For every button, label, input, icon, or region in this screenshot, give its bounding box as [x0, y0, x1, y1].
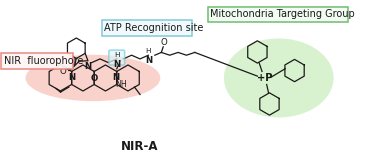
Text: N: N	[113, 60, 120, 69]
FancyBboxPatch shape	[109, 50, 125, 65]
Text: N: N	[145, 56, 152, 65]
Text: NIR  fluorophore: NIR fluorophore	[4, 56, 83, 66]
Text: H: H	[146, 48, 151, 54]
Text: ATP Recognition site: ATP Recognition site	[104, 23, 203, 33]
Text: Mitochondria Targeting Group: Mitochondria Targeting Group	[210, 9, 355, 19]
Text: N: N	[112, 72, 119, 82]
Text: NIR-A: NIR-A	[121, 140, 158, 153]
FancyBboxPatch shape	[102, 20, 192, 36]
FancyBboxPatch shape	[208, 7, 348, 22]
Text: O: O	[91, 74, 98, 83]
Text: N: N	[68, 72, 75, 82]
Text: O: O	[59, 67, 66, 76]
Text: +P: +P	[257, 73, 273, 83]
Ellipse shape	[224, 39, 333, 117]
Text: N: N	[84, 62, 91, 71]
Text: O: O	[161, 38, 167, 47]
Ellipse shape	[26, 55, 160, 101]
Text: H: H	[114, 52, 119, 58]
FancyBboxPatch shape	[2, 53, 73, 69]
Text: NH: NH	[116, 80, 127, 89]
